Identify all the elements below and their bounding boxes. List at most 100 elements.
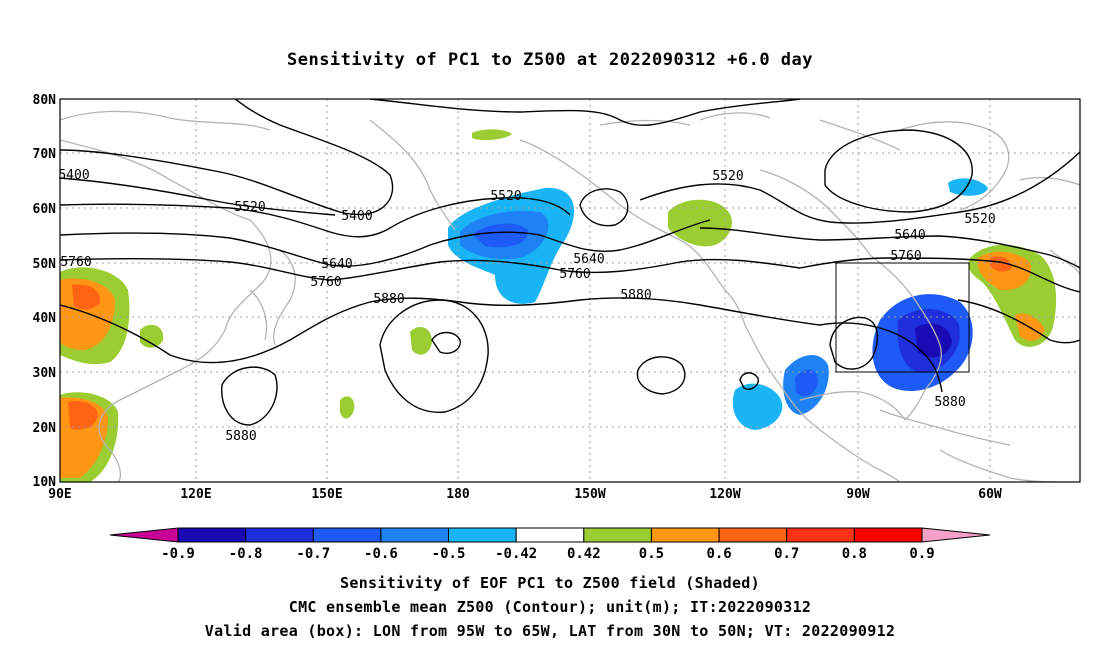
contour-label: 5640	[573, 252, 604, 267]
contour-high-1-inner	[431, 331, 461, 354]
negative-area-north-pacific-core-2	[472, 223, 529, 248]
lon-label-150w: 150W	[574, 487, 605, 502]
map-title: Sensitivity of PC1 to Z500 at 2022090312…	[286, 50, 813, 70]
colorbar-label: 0.9	[909, 546, 934, 562]
coastlines	[60, 110, 1080, 482]
positive-area-pacific-small-1	[140, 324, 164, 348]
contour-5400-west	[60, 177, 336, 216]
colorbar-label: 0.5	[639, 546, 664, 562]
colorbar-box	[245, 527, 314, 543]
colorbar-label: -0.5	[432, 546, 466, 562]
lon-label-120w: 120W	[709, 487, 740, 502]
contour-labels: 5400 5520 5400 5640 5760 5880 5520 5640 …	[58, 168, 995, 444]
contour-label: 5880	[225, 429, 256, 444]
valid-area-box	[835, 262, 970, 373]
coastline-greenland	[899, 121, 1010, 211]
positive-area-pacific-small-2	[410, 327, 432, 355]
coastline-hudson	[759, 119, 901, 256]
coastline-asia	[60, 110, 272, 482]
lon-label-150e: 150E	[311, 487, 342, 502]
contour-label: 5640	[321, 257, 352, 272]
lon-label-90e: 90E	[48, 487, 71, 502]
colorbar-box	[718, 527, 788, 543]
colorbar-label: 0.6	[706, 546, 731, 562]
colorbar-label: -0.7	[296, 546, 330, 562]
positive-area-atlantic-core-3	[990, 256, 1012, 272]
coastline-west-america	[744, 324, 901, 482]
lat-label-10n: 10N	[33, 475, 57, 490]
contour-label: 5520	[964, 212, 995, 227]
contour-5880-pacific	[60, 297, 821, 364]
contour-high-3	[221, 366, 278, 426]
negative-area-greenland	[948, 178, 988, 196]
colorbar-box	[786, 527, 855, 543]
lat-label-80n: 80N	[33, 93, 57, 108]
contour-label: 5520	[712, 169, 743, 184]
lat-label-60n: 60N	[33, 202, 57, 217]
lon-label-60w: 60W	[978, 487, 1002, 502]
colorbar-boxes	[177, 527, 923, 543]
colorbar-box	[312, 527, 382, 543]
contour-arctic-ridge	[369, 99, 801, 126]
contour-label: 5880	[620, 288, 651, 303]
contour-5400-north	[60, 99, 394, 216]
colorbar-label: -0.8	[229, 546, 263, 562]
colorbar-box	[515, 527, 585, 543]
caption-line-2: CMC ensemble mean Z500 (Contour); unit(m…	[288, 598, 812, 616]
coastline-south-america	[939, 449, 1061, 482]
lon-label-180: 180	[446, 487, 470, 502]
contour-5760-pacific	[60, 257, 801, 281]
positive-area-china-1-core-2	[72, 284, 101, 310]
colorbar-box	[177, 527, 247, 543]
coastline-gulf	[799, 390, 906, 421]
longitude-labels: 90E 120E 150E 180 150W 120W 90W 60W	[48, 487, 1002, 502]
negative-area-gulf-core	[795, 369, 818, 397]
positive-area-bering	[472, 129, 512, 141]
contour-low-ridge	[579, 188, 629, 227]
contour-label: 5520	[490, 189, 521, 204]
contour-high-2	[636, 356, 686, 395]
lon-label-120e: 120E	[180, 487, 211, 502]
colorbar-label: -0.9	[161, 546, 195, 562]
coastline-islands-pacific	[599, 112, 771, 126]
colorbar-box	[380, 527, 450, 543]
contour-label: 5760	[890, 249, 921, 264]
colorbar-over-triangle	[921, 527, 991, 543]
contour-label: 5880	[373, 292, 404, 307]
colorbar-box	[650, 527, 720, 543]
lat-label-50n: 50N	[33, 257, 57, 272]
positive-area-pacific-small-3	[340, 396, 355, 419]
colorbar-labels: -0.9 -0.8 -0.7 -0.6 -0.5 -0.42 0.42 0.5 0.6 0.7 0.…	[161, 546, 935, 562]
contour-5880-east	[819, 299, 1080, 393]
contour-east-small	[739, 372, 759, 390]
contour-5520-east	[639, 151, 1080, 224]
contour-5760-east	[799, 257, 1080, 293]
colorbar-label: 0.42	[567, 546, 601, 562]
negative-area-eastern-us-core-2	[915, 323, 952, 358]
coastline-korea-japan	[249, 249, 296, 346]
contour-label: 5760	[310, 275, 341, 290]
coastline-east-america	[869, 254, 942, 421]
contour-label: 5640	[894, 228, 925, 243]
coastline-alaska	[519, 139, 746, 326]
colorbar-label: -0.6	[364, 546, 398, 562]
map-frame	[59, 98, 1081, 483]
contour-label: 5520	[234, 200, 265, 215]
contour-label: 5400	[58, 168, 89, 183]
coastline-caribbean	[879, 409, 1011, 446]
colorbar-label: 0.7	[774, 546, 799, 562]
contour-5640-pacific	[60, 219, 711, 267]
caption-line-1: Sensitivity of EOF PC1 to Z500 field (Sh…	[340, 574, 760, 592]
contour-high-1	[379, 299, 489, 413]
lat-label-30n: 30N	[33, 366, 57, 381]
colorbar-box	[583, 527, 652, 543]
contour-atlantic-low	[824, 129, 973, 213]
contour-5520-pacific	[60, 197, 571, 238]
lon-label-90w: 90W	[846, 487, 870, 502]
negative-area-mexico	[732, 383, 783, 430]
contour-label: 5760	[60, 255, 91, 270]
contour-label: 5760	[559, 267, 590, 282]
lat-label-70n: 70N	[33, 147, 57, 162]
colorbar-under-triangle	[109, 527, 179, 543]
